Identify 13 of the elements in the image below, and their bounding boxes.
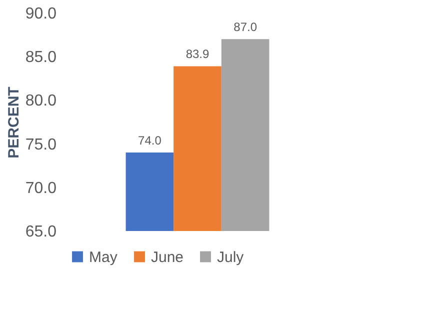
data-label: 87.0	[234, 20, 258, 34]
y-tick-label: 70.0	[25, 180, 57, 197]
y-axis-title: PERCENT	[5, 86, 22, 158]
legend-label: June	[151, 248, 184, 266]
data-label: 74.0	[138, 134, 162, 148]
y-tick-label: 85.0	[25, 49, 57, 66]
y-tick-label: 90.0	[25, 6, 57, 22]
legend-label: July	[217, 248, 244, 266]
y-tick-label: 75.0	[25, 136, 57, 154]
legend-label: May	[89, 248, 118, 266]
y-tick-label: 80.0	[25, 92, 57, 110]
data-label: 83.9	[186, 47, 210, 62]
y-tick-label: 65.0	[25, 224, 57, 240]
